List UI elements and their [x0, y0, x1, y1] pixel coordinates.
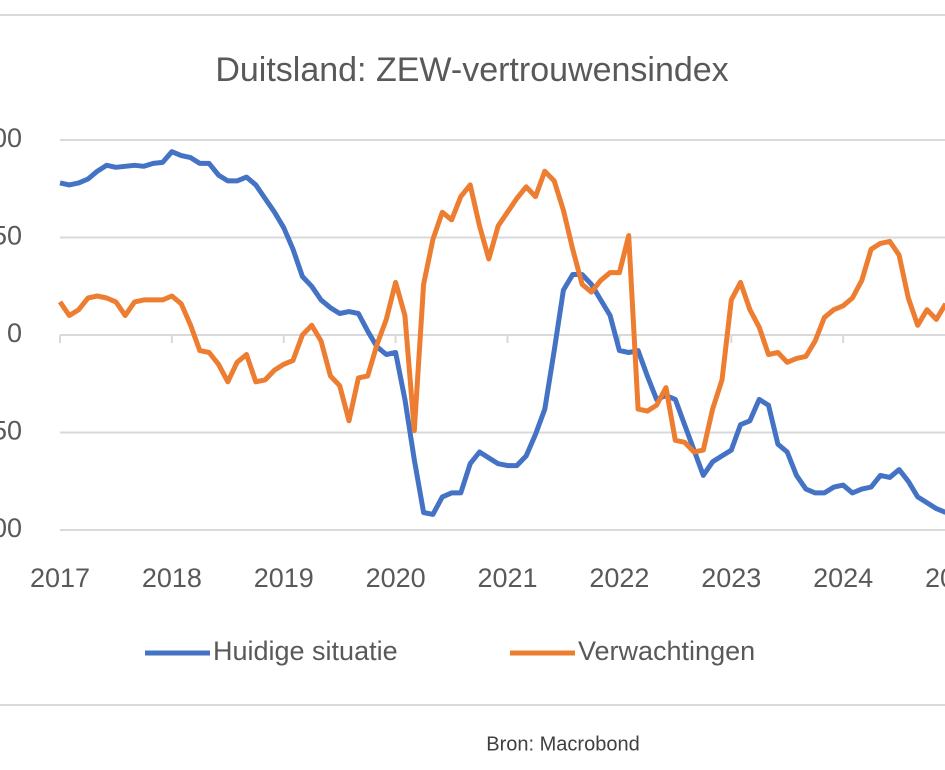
source: Bron: Macrobond: [486, 733, 639, 755]
x-tick-label: 2019: [254, 563, 314, 593]
legend-label: Verwachtingen: [578, 636, 755, 666]
y-tick-label: 50: [0, 221, 22, 251]
x-tick-label: 2025: [925, 563, 945, 593]
x-tick-label: 2018: [142, 563, 202, 593]
y-tick-label: 0: [7, 318, 22, 348]
x-tick-label: 2020: [366, 563, 426, 593]
chart-title: Duitsland: ZEW-vertrouwensindex: [215, 51, 728, 89]
x-tick-label: 2021: [477, 563, 537, 593]
y-tick-label: -50: [0, 416, 22, 446]
x-tick-label: 2022: [589, 563, 649, 593]
x-tick-label: 2024: [813, 563, 873, 593]
y-tick-label: 100: [0, 123, 22, 153]
y-tick-label: -100: [0, 513, 22, 543]
x-tick-label: 2017: [30, 563, 90, 593]
data-line: [57, 168, 945, 455]
x-tick-label: 2023: [701, 563, 761, 593]
data-line: [59, 149, 945, 517]
legend-label: Huidige situatie: [213, 636, 398, 666]
